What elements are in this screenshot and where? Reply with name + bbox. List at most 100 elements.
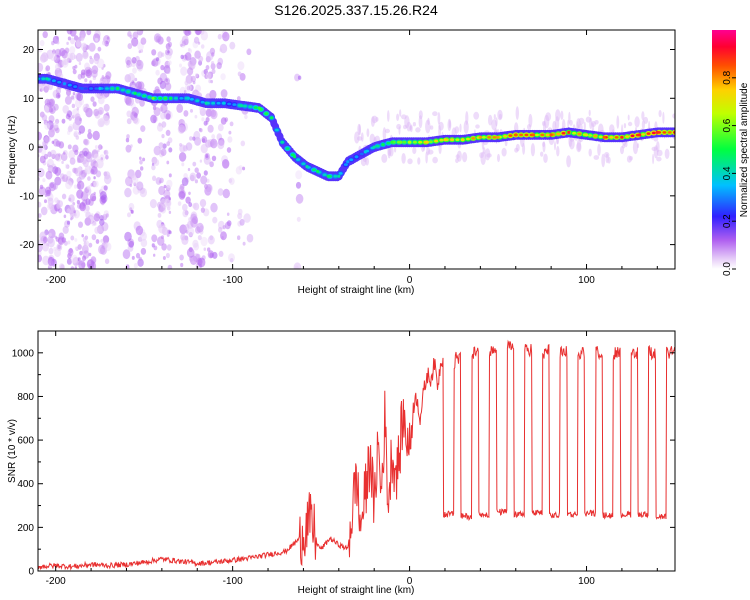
noise-blob <box>80 72 86 79</box>
noise-blob <box>85 69 93 79</box>
noise-blob <box>74 149 79 156</box>
noise-blob <box>84 78 88 83</box>
noise-blob <box>166 36 171 43</box>
noise-blob <box>236 96 241 102</box>
noise-blob <box>74 35 79 41</box>
colorbar-tick-label: 0.2 <box>722 214 733 228</box>
noise-blob <box>63 151 66 155</box>
noise-blob <box>246 48 252 56</box>
snr-y-axis: 0 200 400 600 800 1000 <box>12 330 675 578</box>
noise-blob <box>157 236 165 246</box>
x-tick-label: 100 <box>578 576 595 587</box>
ridge-core <box>105 87 109 90</box>
noise-blob <box>72 121 80 131</box>
noise-blob <box>157 51 163 59</box>
halo-blob <box>406 121 412 132</box>
ridge-point <box>62 82 67 86</box>
noise-blob <box>68 116 72 121</box>
noise-blob <box>130 210 134 214</box>
ridge-core <box>163 97 168 100</box>
noise-blob <box>68 194 75 203</box>
noise-blob <box>61 160 64 164</box>
halo-blob <box>530 143 536 157</box>
noise-blob <box>81 42 87 51</box>
noise-blob <box>104 258 110 265</box>
noise-blob <box>41 114 48 122</box>
noise-blob <box>181 235 189 245</box>
halo-blob <box>370 116 375 127</box>
ridge-core <box>179 97 184 100</box>
halo-blob <box>396 113 400 122</box>
ridge-core <box>614 136 619 139</box>
noise-blob <box>71 103 76 109</box>
noise-blob <box>203 247 207 251</box>
noise-blob <box>160 103 168 114</box>
noise-blob <box>80 37 84 42</box>
halo-blob <box>528 113 533 128</box>
noise-blob <box>45 186 52 195</box>
noise-blob <box>176 103 184 113</box>
noise-blob <box>224 221 231 230</box>
noise-blob <box>104 242 112 252</box>
noise-blob <box>89 57 94 65</box>
noise-blob <box>95 170 102 178</box>
noise-blob <box>71 215 74 220</box>
noise-blob <box>166 141 171 147</box>
ridge-point <box>478 135 482 139</box>
noise-blob <box>73 212 77 217</box>
noise-blob <box>136 181 144 191</box>
noise-blob <box>84 138 90 146</box>
noise-blob <box>128 240 134 248</box>
noise-blob <box>128 202 135 211</box>
spectrogram-y-label: Frequency (Hz) <box>7 116 18 185</box>
noise-blob <box>237 208 243 216</box>
noise-blob <box>181 40 186 47</box>
noise-blob <box>45 65 51 72</box>
y-tick-label: 600 <box>17 436 34 447</box>
halo-blob <box>515 106 519 120</box>
x-tick-label: -200 <box>46 275 66 286</box>
noise-blob <box>192 239 199 248</box>
noise-blob <box>226 212 230 216</box>
ridge-point <box>305 165 309 169</box>
noise-blob <box>205 65 210 70</box>
noise-blob <box>217 140 225 150</box>
noise-blob <box>78 221 83 228</box>
ridge-core <box>466 137 470 141</box>
noise-blob <box>207 247 211 252</box>
noise-blob <box>124 187 132 198</box>
noise-blob <box>168 230 172 235</box>
noise-blob <box>152 175 157 182</box>
ridge-point <box>116 86 120 91</box>
noise-blob <box>93 213 101 222</box>
halo-blob <box>542 141 546 153</box>
ridge-point <box>270 116 274 120</box>
noise-blob <box>54 167 62 176</box>
halo-blob <box>480 151 486 165</box>
halo-blob <box>545 112 552 121</box>
noise-blob <box>183 110 189 117</box>
halo-blob <box>555 116 560 131</box>
ridge-core <box>487 136 492 139</box>
noise-blob <box>229 121 234 127</box>
ridge-core <box>492 136 497 139</box>
ridge-point <box>408 140 412 144</box>
halo-blob <box>627 121 633 127</box>
ridge-core <box>343 163 348 166</box>
noise-blob <box>165 113 171 120</box>
noise-blob <box>87 132 93 140</box>
ridge-core <box>402 140 407 144</box>
noise-blob <box>65 180 73 190</box>
noise-blob <box>189 136 193 141</box>
noise-blob <box>192 203 197 209</box>
noise-blob <box>90 96 95 102</box>
noise-blob <box>237 71 242 77</box>
ridge-core <box>625 135 630 138</box>
colorbar-ticks: 0.0 0.2 0.4 0.6 0.8 <box>722 70 736 276</box>
noise-blob <box>158 150 162 154</box>
ridge-point <box>133 91 137 95</box>
y-tick-label: 1000 <box>12 348 35 359</box>
ridge-core <box>349 158 354 161</box>
noise-blob <box>103 185 108 191</box>
halo-blob <box>448 120 451 129</box>
